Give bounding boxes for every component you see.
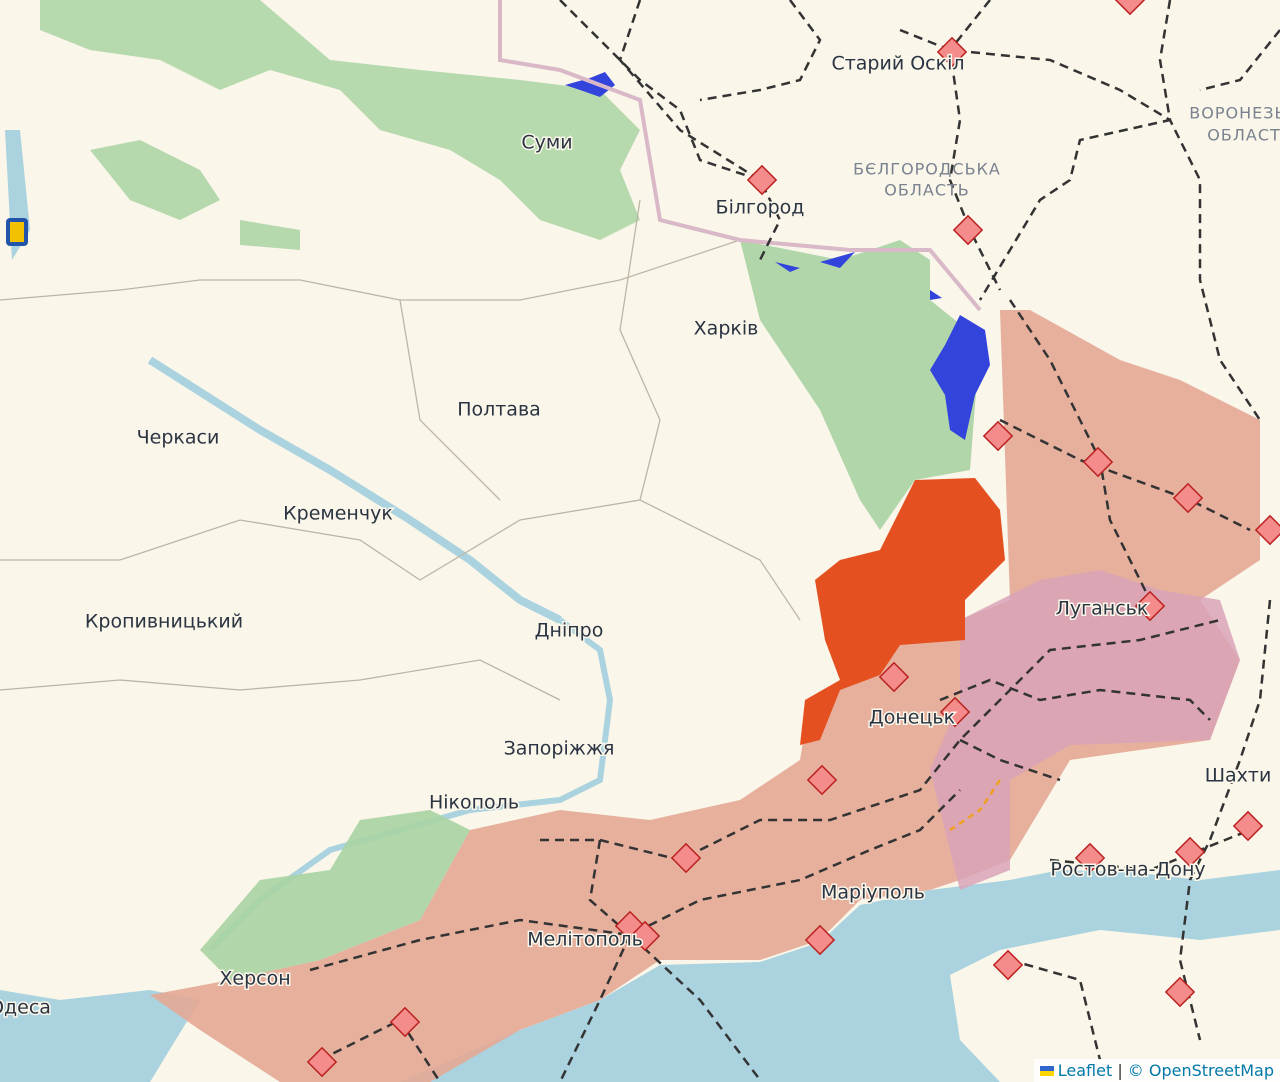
markers bbox=[306, 0, 1280, 1078]
city-label: Старий Оскіл bbox=[831, 53, 964, 75]
leaflet-link[interactable]: Leaflet bbox=[1057, 1061, 1113, 1080]
city-label: Дніпро bbox=[535, 620, 604, 642]
city-label: Нікополь bbox=[429, 792, 519, 814]
sea bbox=[0, 990, 200, 1082]
ukrainian-advance bbox=[565, 72, 990, 440]
advance-area bbox=[800, 478, 1005, 745]
forest bbox=[40, 0, 640, 250]
city-label: Полтава bbox=[457, 399, 541, 421]
city-label: Одеса bbox=[0, 997, 51, 1019]
river bbox=[147, 356, 562, 624]
city-label: Донецьк bbox=[869, 707, 955, 729]
separator: | bbox=[1117, 1061, 1123, 1080]
region-label: ВОРОНЕЗЬКА bbox=[1189, 104, 1280, 123]
road bbox=[949, 779, 1002, 832]
sea-of-azov bbox=[400, 870, 1280, 1082]
attribution: Leaflet | © OpenStreetMap bbox=[1033, 1059, 1280, 1082]
liberated-area bbox=[200, 810, 470, 980]
city-label: Кропивницький bbox=[85, 611, 243, 633]
region-label: ОБЛАСТЬ bbox=[884, 181, 969, 200]
city-label: Херсон bbox=[219, 968, 290, 990]
state-border bbox=[498, 0, 982, 312]
liberated-area bbox=[740, 240, 980, 530]
osm-link[interactable]: © OpenStreetMap bbox=[1127, 1061, 1274, 1080]
railways bbox=[309, 0, 1280, 1082]
city-label: Білгород bbox=[716, 197, 805, 219]
city-label: Шахти bbox=[1205, 765, 1272, 787]
city-label: Черкаси bbox=[137, 427, 220, 449]
region-label: БЄЛГОРОДСЬКА bbox=[853, 160, 1001, 179]
admin-borders bbox=[0, 199, 801, 701]
city-label: Кременчук bbox=[283, 503, 393, 525]
city-label: Ростов-на-Дону bbox=[1050, 859, 1205, 881]
city-label: Мелітополь bbox=[527, 929, 643, 951]
region-label: ОБЛАСТЬ bbox=[1207, 126, 1280, 145]
occupied-area-2014 bbox=[930, 570, 1240, 890]
city-label: Харків bbox=[694, 318, 759, 340]
coat-of-arms bbox=[6, 218, 28, 246]
city-label: Луганськ bbox=[1056, 598, 1149, 620]
city-label: Суми bbox=[521, 132, 572, 154]
city-label: Маріуполь bbox=[821, 882, 925, 904]
flag-icon bbox=[1039, 1066, 1054, 1076]
city-label: Запоріжжя bbox=[504, 738, 615, 760]
